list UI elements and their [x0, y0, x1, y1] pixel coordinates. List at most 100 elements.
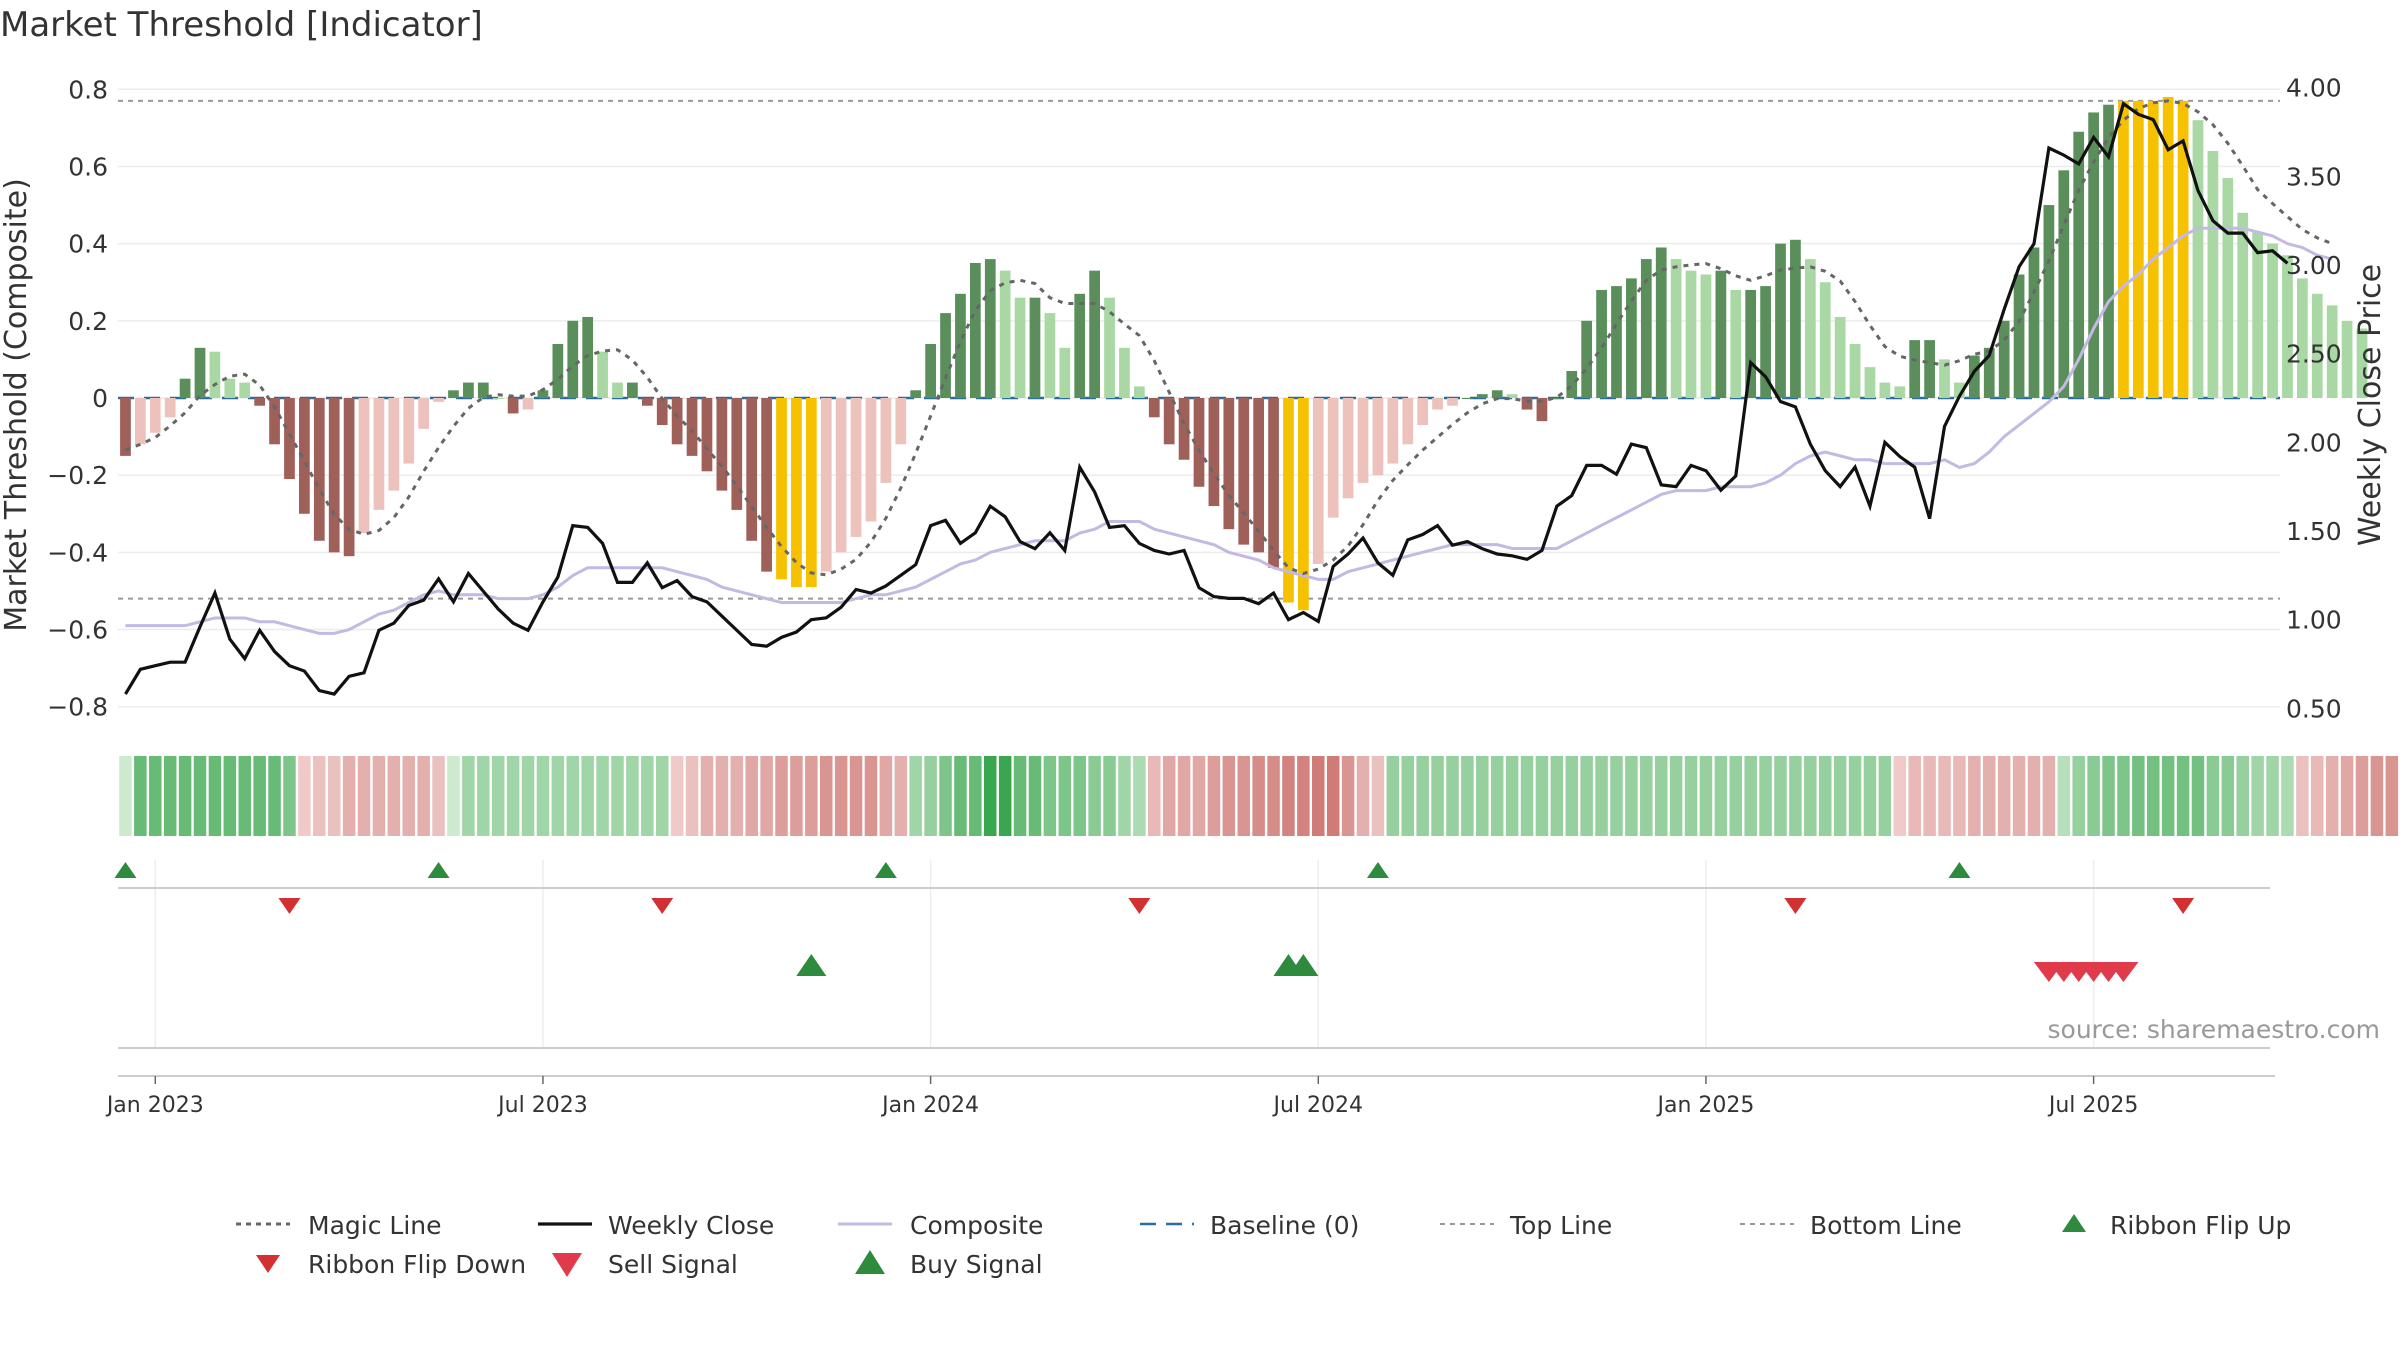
ribbon-cell [1103, 756, 1116, 836]
ribbon-cell [1997, 756, 2011, 836]
y-tick-label: 0.6 [68, 152, 108, 181]
ribbon-cell [193, 756, 207, 836]
composite-bar [1029, 297, 1041, 398]
composite-bar [1133, 386, 1145, 398]
composite-bar [2237, 212, 2249, 398]
ribbon-cell [134, 756, 147, 836]
legend-label: Magic Line [308, 1211, 442, 1240]
ribbon-cell [1476, 756, 1489, 836]
composite-bar [1178, 398, 1190, 460]
composite-bar [2356, 328, 2368, 398]
composite-bar [955, 293, 966, 398]
composite-bar [284, 398, 295, 480]
ribbon-flip-down-marker [1128, 898, 1151, 914]
x-tick-label: Jan 2023 [105, 1093, 204, 1118]
triangle-up-icon [855, 1250, 885, 1274]
legend-composite: Composite [838, 1211, 1043, 1240]
composite-bar [1253, 398, 1265, 553]
composite-bar [656, 398, 668, 426]
ribbon-cell [1013, 756, 1027, 836]
ribbon-cell [1923, 756, 1936, 836]
ribbon-cell [1446, 756, 1459, 836]
signal-panel: source: sharemaestro.com Jan 2023 Jul 202… [105, 860, 2380, 1118]
composite-bar [1596, 289, 1607, 398]
y-axis-label: Market Threshold (Composite) [0, 178, 34, 632]
ribbon-cell [119, 756, 132, 836]
composite-bar [2147, 100, 2159, 398]
legend-bottom-line: Bottom Line [1740, 1211, 1962, 1240]
composite-bar [1655, 247, 1667, 398]
composite-bar [2177, 100, 2189, 398]
y-tick-label: −0.6 [47, 616, 108, 645]
legend-buy-signal: Buy Signal [855, 1250, 1043, 1279]
composite-bar [1909, 340, 1921, 398]
ribbon-flip-up-marker [427, 862, 450, 878]
ribbon-strip [119, 756, 2399, 836]
ribbon-cell [1640, 756, 1653, 836]
ribbon-cell [715, 756, 729, 836]
ribbon-cell [2251, 756, 2264, 836]
ribbon-cell [1088, 756, 1101, 836]
composite-bar [2252, 232, 2264, 398]
signal-gridlines [154, 860, 2095, 1048]
composite-bar [2326, 305, 2338, 398]
composite-bar [910, 390, 922, 398]
composite-bar [418, 398, 430, 429]
legend: Magic Line Weekly Close Composite Baseli… [236, 1211, 2291, 1279]
composite-bar [1983, 347, 1995, 398]
composite-bar [194, 347, 206, 398]
composite-bar [1760, 286, 1771, 398]
composite-bar [1238, 398, 1250, 545]
ribbon-cell [1148, 756, 1161, 836]
ribbon-cell [1535, 756, 1549, 836]
composite-bar [1730, 289, 1742, 398]
composite-bar [597, 351, 608, 398]
ribbon-cell [238, 756, 251, 836]
ribbon-cell [1371, 756, 1385, 836]
ribbon-flip-down-marker [1784, 898, 1807, 914]
legend-top-line: Top Line [1440, 1211, 1612, 1240]
ribbon-cell [909, 756, 922, 836]
composite-bar [239, 382, 251, 398]
composite-bar [1298, 398, 1309, 611]
composite-bar [254, 398, 266, 406]
ribbon-cell [1833, 756, 1847, 836]
ribbon-cell [1356, 756, 1370, 836]
ribbon-cell [327, 756, 341, 836]
composite-bar [1819, 282, 1831, 398]
composite-bar [463, 382, 474, 398]
y2-tick-label: 3.00 [2286, 251, 2342, 280]
ribbon-cell [521, 756, 535, 836]
composite-bar [149, 398, 161, 433]
x-tick-label: Jul 2024 [1272, 1093, 1364, 1118]
composite-bar [1059, 347, 1071, 398]
ribbon-cell [1759, 756, 1772, 836]
composite-bar [567, 320, 579, 398]
ribbon-cell [1610, 756, 1623, 836]
composite-bar [1223, 398, 1235, 530]
ribbon-cell [2266, 756, 2279, 836]
ribbon-cell [2161, 756, 2175, 836]
ribbon-cell [745, 756, 758, 836]
composite-bar [209, 351, 221, 398]
y2-tick-label: 1.00 [2286, 606, 2342, 635]
composite-bar [1506, 394, 1518, 398]
ribbon-cell [2102, 756, 2115, 836]
ribbon-cell [223, 756, 237, 836]
ribbon-cell [1863, 756, 1877, 836]
ribbon-cell [2311, 756, 2324, 836]
composite-bar [1342, 398, 1354, 499]
ribbon-cell [1207, 756, 1221, 836]
composite-line [125, 226, 2333, 635]
composite-bar [880, 398, 892, 483]
ribbon-cell [1848, 756, 1862, 836]
ribbon-cell [372, 756, 386, 836]
composite-bar [820, 398, 832, 572]
sell-signal-markers [2033, 962, 2139, 982]
y-tick-label: 0.8 [68, 75, 108, 104]
composite-bar [716, 398, 728, 491]
ribbon-cell [969, 756, 982, 836]
y-axis-right: 0.50 1.00 1.50 2.00 2.50 3.00 3.50 4.00 [2286, 74, 2342, 724]
composite-bar [1581, 320, 1593, 398]
ribbon-cell [2012, 756, 2026, 836]
